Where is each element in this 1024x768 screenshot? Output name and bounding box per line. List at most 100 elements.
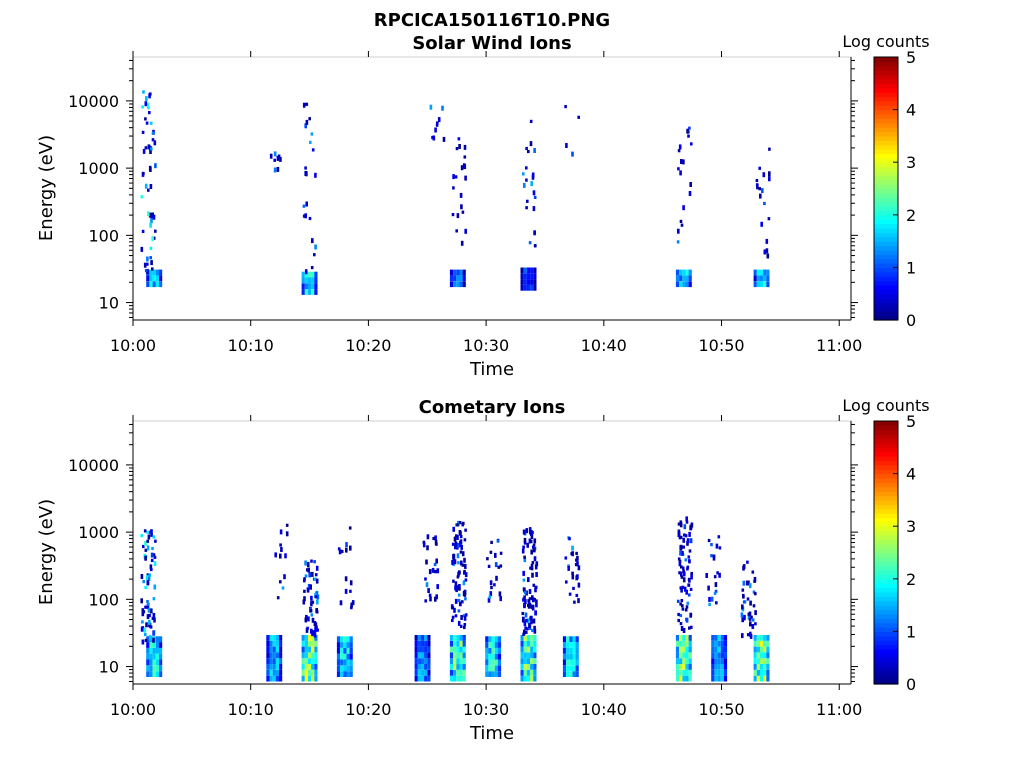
colorbar-segment xyxy=(874,456,898,462)
spectrogram-cell xyxy=(682,635,686,641)
spectrogram-cell xyxy=(428,569,432,575)
spectrogram-cell xyxy=(714,658,718,664)
spectrogram-cell xyxy=(749,600,752,606)
spectrogram-cell xyxy=(346,671,350,677)
spectrogram-cell xyxy=(456,269,460,276)
spectrogram-cell xyxy=(155,636,159,643)
spectrogram-cell xyxy=(150,147,153,151)
spectrogram-cell xyxy=(680,587,683,593)
spectrogram-cell xyxy=(340,659,344,666)
spectrogram-cell xyxy=(529,621,533,625)
spectrogram-cell xyxy=(751,618,755,622)
spectrogram-cell xyxy=(530,181,533,187)
spectrogram-cell xyxy=(154,539,157,543)
spectrogram-cell xyxy=(526,646,531,653)
spectrogram-cell xyxy=(314,283,318,290)
spectrogram-cell xyxy=(711,658,715,664)
spectrogram-cell xyxy=(462,652,466,659)
spectrogram-cell xyxy=(714,669,718,676)
colorbar-segment xyxy=(874,201,898,207)
spectrogram-cell xyxy=(680,599,684,603)
spectrogram-cell xyxy=(414,652,418,659)
spectrogram-cell xyxy=(150,552,154,558)
spectrogram-cell xyxy=(756,669,760,676)
spectrogram-cell xyxy=(535,602,538,608)
spectrogram-cell xyxy=(349,659,353,666)
spectrogram-cell xyxy=(522,617,525,623)
spectrogram-cell xyxy=(314,573,318,577)
spectrogram-cell xyxy=(758,166,761,170)
spectrogram-cell xyxy=(349,642,353,648)
spectrogram-cell xyxy=(431,567,435,573)
spectrogram-cell xyxy=(311,658,315,664)
spectrogram-cell xyxy=(460,615,463,620)
spectrogram-cell xyxy=(688,626,691,630)
spectrogram-cell xyxy=(524,599,527,605)
spectrogram-cell xyxy=(302,599,306,605)
spectrogram-cell xyxy=(159,671,163,677)
colorbar-segment xyxy=(874,635,898,641)
spectrogram-cell xyxy=(682,537,685,543)
spectrogram-cell xyxy=(497,565,501,569)
spectrogram-cell xyxy=(151,138,155,142)
spectrogram-cell xyxy=(145,121,149,125)
spectrogram-cell xyxy=(279,553,282,559)
spectrogram-cell xyxy=(526,542,529,548)
spectrogram-cell xyxy=(311,640,315,647)
colorbar-segment xyxy=(874,153,898,159)
spectrogram-cell xyxy=(527,605,531,609)
y-tick-label: 10000 xyxy=(68,92,119,111)
spectrogram-cell xyxy=(315,578,319,584)
spectrogram-cell xyxy=(340,647,344,654)
spectrogram-cell xyxy=(272,646,276,653)
spectrogram-cell xyxy=(723,669,728,676)
spectrogram-cell xyxy=(149,564,153,570)
x-tick-label: 10:50 xyxy=(698,700,744,719)
spectrogram-cell xyxy=(314,658,318,664)
spectrogram-cell xyxy=(452,579,455,583)
spectrogram-cell xyxy=(269,153,273,159)
spectrogram-cell xyxy=(572,642,576,648)
spectrogram-cell xyxy=(308,271,312,278)
spectrogram-cell xyxy=(569,659,573,666)
spectrogram-cell xyxy=(304,574,308,578)
spectrogram-cell xyxy=(140,246,144,252)
spectrogram-cell xyxy=(285,531,289,537)
spectrogram-cell xyxy=(310,559,313,563)
spectrogram-cell xyxy=(575,653,579,660)
spectrogram-cell xyxy=(421,635,425,641)
colorbar-segment xyxy=(874,219,898,225)
spectrogram-cell xyxy=(534,587,537,593)
spectrogram-cell xyxy=(520,664,524,670)
spectrogram-cell xyxy=(269,669,273,676)
colorbar-segment xyxy=(874,92,898,98)
spectrogram-cell xyxy=(340,665,344,672)
spectrogram-cell xyxy=(529,119,533,123)
colorbar-segment xyxy=(874,175,898,181)
spectrogram-cell xyxy=(140,598,143,604)
spectrogram-cell xyxy=(487,564,491,568)
spectrogram-cells xyxy=(140,516,770,682)
spectrogram-cell xyxy=(523,640,527,647)
spectrogram-cell xyxy=(453,275,457,282)
colorbar-segment xyxy=(874,596,898,602)
colorbar-segment xyxy=(874,539,898,545)
spectrogram-cell xyxy=(533,267,537,274)
spectrogram-cell xyxy=(350,606,353,610)
spectrogram-cell xyxy=(523,591,527,595)
spectrogram-cell xyxy=(459,281,463,288)
spectrogram-cell xyxy=(315,565,319,571)
spectrogram-cell xyxy=(571,571,574,575)
spectrogram-cell xyxy=(711,669,715,676)
spectrogram-cell xyxy=(527,149,530,154)
spectrogram-cell xyxy=(459,646,463,653)
spectrogram-cell xyxy=(350,602,353,608)
spectrogram-cell xyxy=(146,545,150,551)
spectrogram-cell xyxy=(461,600,464,604)
spectrogram-cell xyxy=(269,675,273,682)
spectrogram-cell xyxy=(301,652,305,659)
spectrogram-cell xyxy=(459,624,463,628)
spectrogram-cell xyxy=(462,591,466,596)
spectrogram-cell xyxy=(675,658,680,664)
spectrogram-cell xyxy=(152,653,156,660)
